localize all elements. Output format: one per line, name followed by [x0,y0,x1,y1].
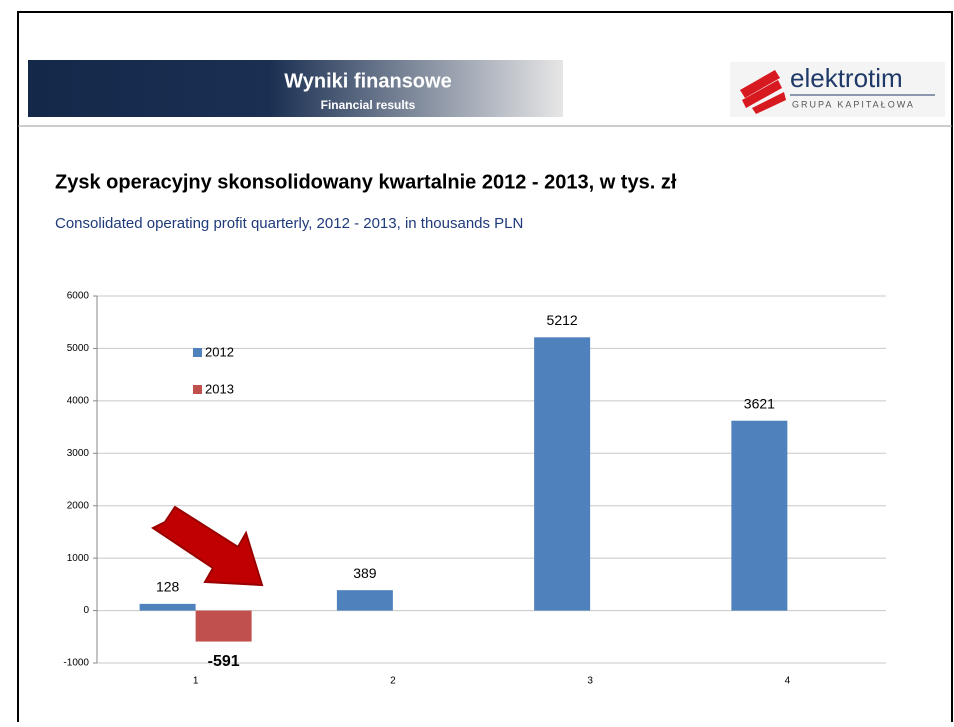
data-label: 389 [353,565,377,581]
y-tick-label: 5000 [67,343,90,354]
y-tick-label: 6000 [67,291,90,302]
header-band [28,60,563,117]
bar [731,420,788,611]
x-tick-label: 3 [587,676,593,687]
x-tick-label: 4 [785,676,791,687]
header-subtitle: Financial results [321,98,416,112]
data-label: 3621 [744,395,775,411]
logo-mark [742,80,782,108]
y-tick-label: 0 [83,605,89,616]
bar [336,590,393,611]
header-title: Wyniki finansowe [284,70,451,92]
y-tick-label: 2000 [67,500,90,511]
logo-text: elektrotim [790,63,903,93]
bar [139,603,196,611]
data-label: 128 [156,579,180,595]
y-tick-label: 4000 [67,395,90,406]
legend-swatch [193,348,202,357]
data-label: -591 [208,653,240,670]
legend-swatch [193,385,202,394]
data-label: 5212 [547,312,578,328]
x-tick-label: 1 [193,676,199,687]
chart-subtitle: Consolidated operating profit quarterly,… [55,215,523,232]
x-tick-label: 2 [390,676,396,687]
bar [195,610,252,642]
logo: elektrotim GRUPA KAPITAŁOWA [730,62,945,117]
y-tick-label: -1000 [63,658,89,669]
logo-mark [752,92,786,114]
y-tick-label: 3000 [67,448,90,459]
legend-label: 2012 [205,344,234,359]
chart-title: Zysk operacyjny skonsolidowany kwartalni… [55,171,677,193]
arrow-annotation [151,505,264,587]
bar [534,337,591,611]
legend-label: 2013 [205,381,234,396]
logo-tagline: GRUPA KAPITAŁOWA [792,99,915,109]
slide-frame [17,11,953,725]
logo-mark [740,70,780,98]
y-tick-label: 1000 [67,553,90,564]
